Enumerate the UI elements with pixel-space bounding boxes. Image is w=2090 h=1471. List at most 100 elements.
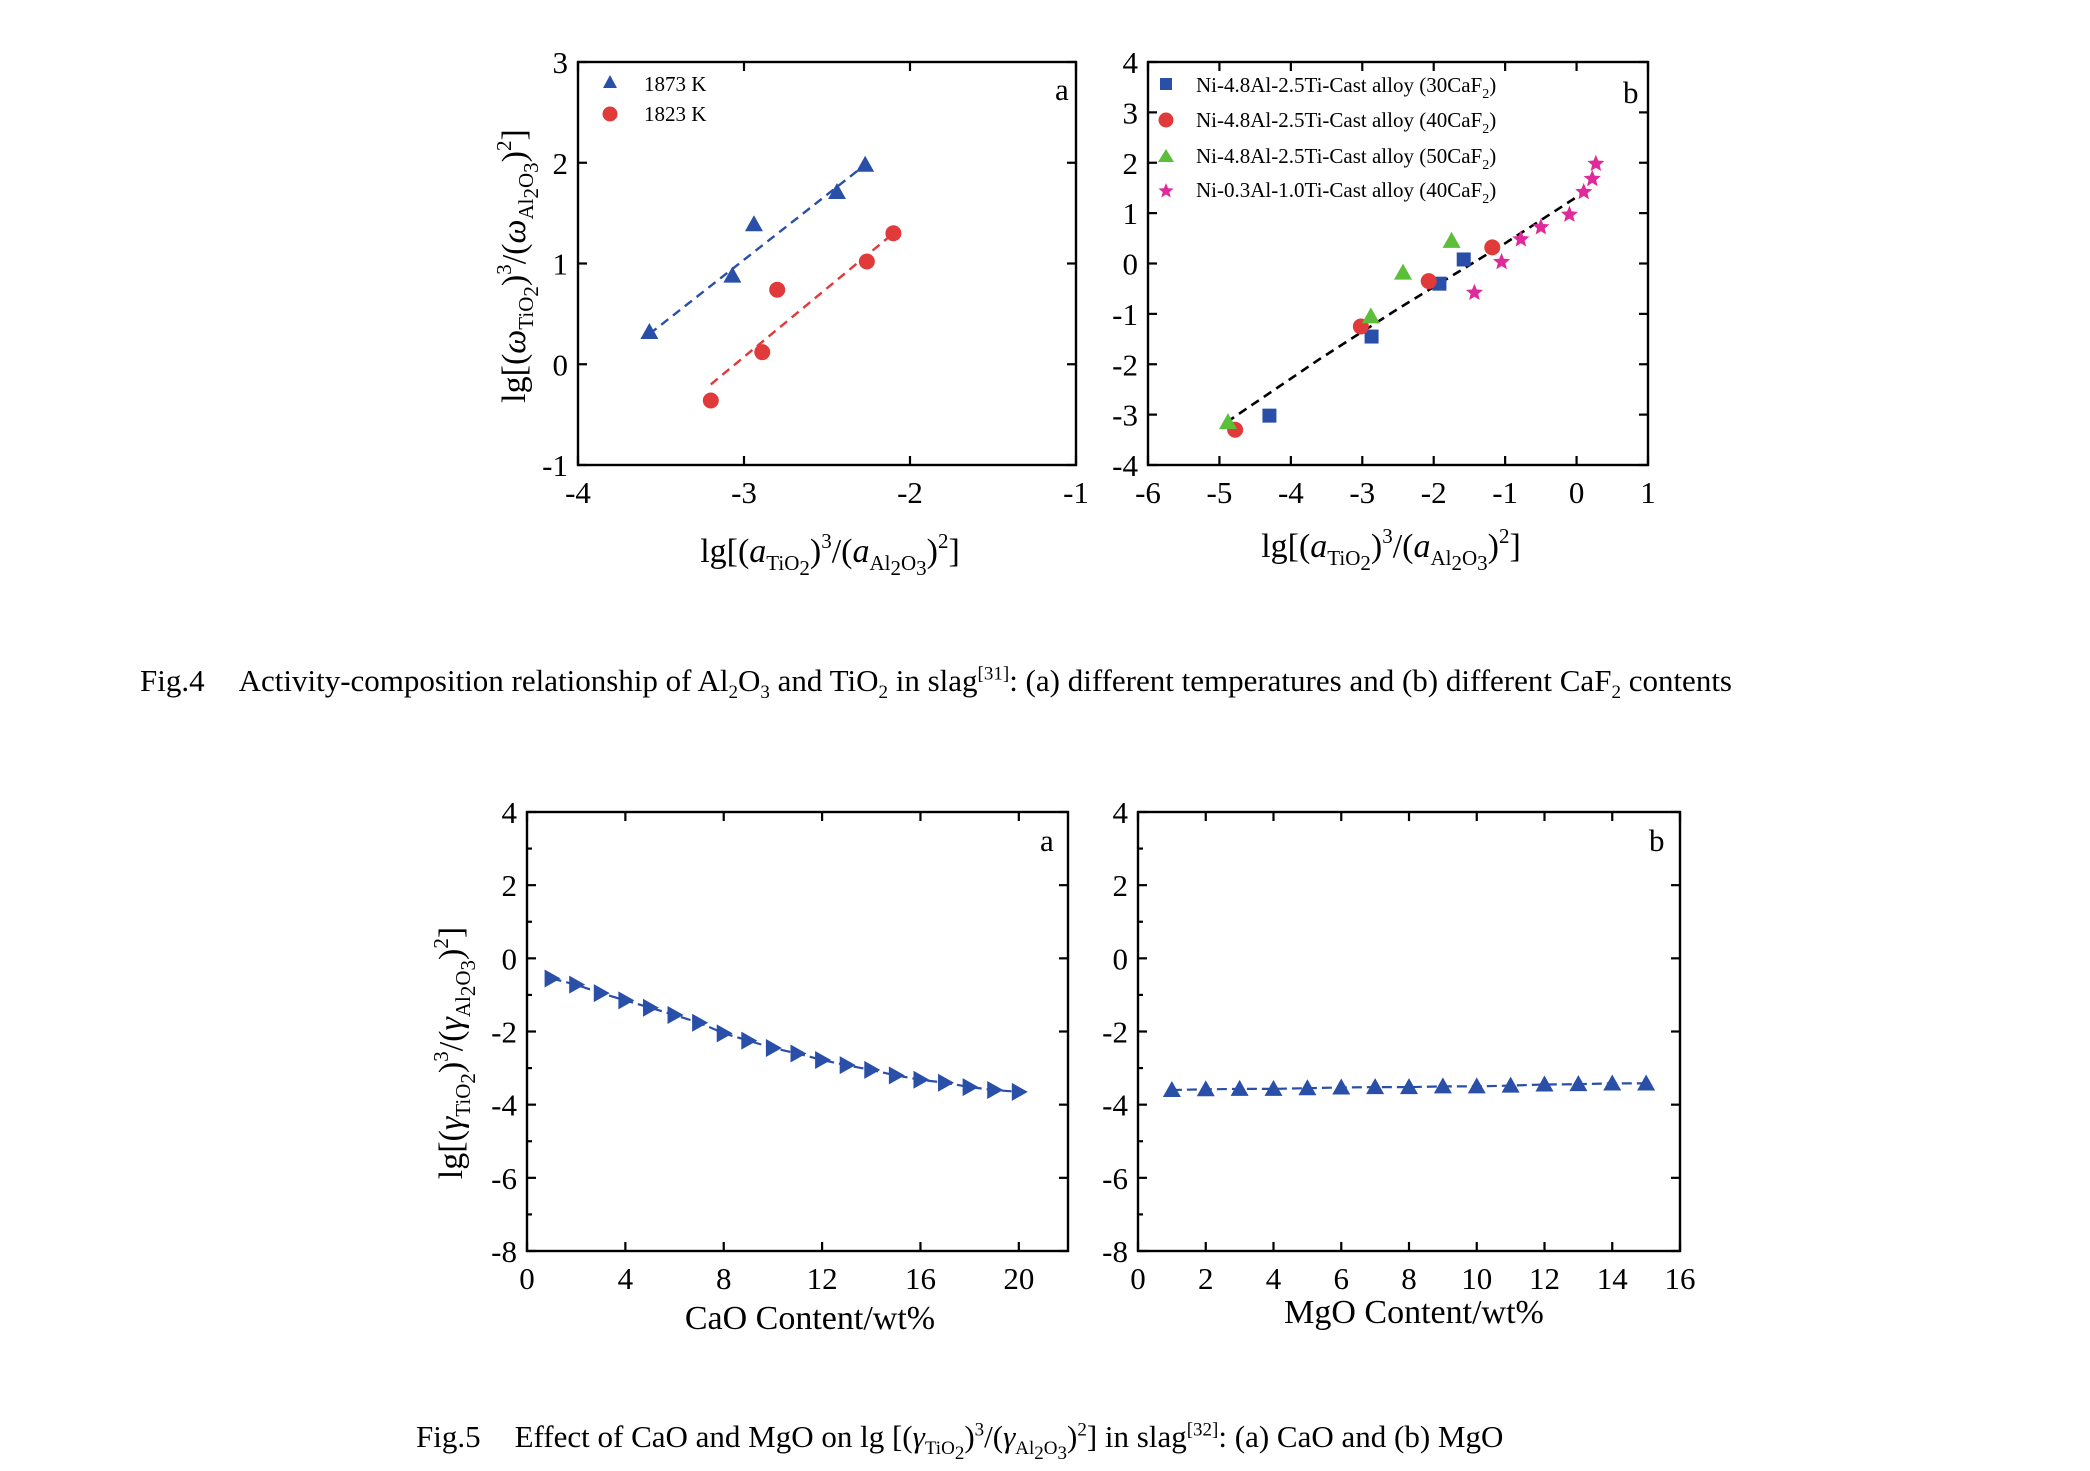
fig5b-y-tick-label: -6	[1102, 1161, 1128, 1196]
fig4b-x-tick-label: -3	[1349, 475, 1375, 510]
fig4a-point-1873k	[640, 323, 659, 340]
fig5a-point	[938, 1073, 955, 1092]
legend-marker-50caf2	[1158, 149, 1174, 162]
fig5b-y-tick-label: 0	[1113, 941, 1129, 976]
fig4a-y-tick-label: -1	[542, 448, 568, 483]
fig5-number: Fig.5	[416, 1419, 481, 1454]
fig4a-plot-area: -4 -3 -2 -1 -1 0 1 2 3	[542, 45, 1089, 510]
fig5b-y-tick-label: 4	[1113, 795, 1129, 830]
fig5b-panel: 0 2 4 6 8 10 12 14 16 -8 -6 -4 -2 0 2 4 b MgO Content/w…	[1102, 795, 1695, 1331]
fig4b-x-tick-label: -1	[1492, 475, 1518, 510]
fig4b-panel: -6 -5 -4 -3 -2 -1 0 1 -4 -3 -2 -1 0 1 2 3 4 b Ni-4.8Al-2…	[1112, 45, 1656, 575]
fig5b-point	[1501, 1076, 1520, 1093]
fig4b-point-ni03al	[1575, 183, 1593, 200]
fig5a-point	[642, 998, 659, 1017]
fig5a-point	[741, 1031, 758, 1050]
fig4a-x-tick-label: -4	[565, 475, 591, 510]
fig5b-x-tick-label: 2	[1198, 1261, 1214, 1296]
fig5a-point	[839, 1056, 856, 1075]
fig4a-x-tick-label: -1	[1063, 475, 1089, 510]
legend-marker-40caf2	[1158, 112, 1174, 128]
fig4b-point-50caf2	[1361, 307, 1380, 324]
legend-label-1873k: 1873 K	[644, 72, 706, 96]
fig4b-point-30caf2	[1364, 329, 1379, 344]
fig5a-point	[888, 1066, 905, 1085]
fig4b-point-ni03al	[1532, 218, 1550, 235]
fig5a-x-tick-label: 8	[716, 1261, 732, 1296]
legend-label-ni03al: Ni-0.3Al-1.0Ti-Cast alloy (40CaF2)	[1196, 178, 1496, 207]
fig4b-y-tick-label: -4	[1112, 448, 1138, 483]
fig4a-panel-label: a	[1055, 72, 1069, 107]
fig4a-point-1873k	[827, 182, 846, 199]
fig5b-plot-area: 0 2 4 6 8 10 12 14 16 -8 -6 -4 -2 0 2 4	[1102, 795, 1695, 1296]
fig5a-x-axis-title: CaO Content/wt%	[685, 1300, 935, 1337]
fig5b-point	[1162, 1081, 1181, 1098]
fig5a-y-tick-label: -6	[491, 1161, 517, 1196]
fig4-reference: [31]	[977, 663, 1010, 685]
fig4b-y-tick-label: -1	[1112, 297, 1138, 332]
legend-label-1823k: 1823 K	[644, 102, 706, 126]
fig5b-x-tick-label: 8	[1401, 1261, 1417, 1296]
fig4a-x-axis-title: lg[(aTiO2)3/(aAl2O3)2]	[700, 529, 960, 580]
fig4b-x-tick-label: -2	[1421, 475, 1447, 510]
fig5b-x-tick-label: 0	[1130, 1261, 1146, 1296]
fig5b-point	[1603, 1074, 1622, 1091]
fig5b-point	[1467, 1077, 1486, 1094]
fig4b-point-50caf2	[1219, 413, 1237, 430]
fig4b-point-30caf2	[1262, 408, 1277, 423]
fig5a-x-tick-label: 20	[1003, 1261, 1034, 1296]
fig5a-point	[618, 991, 635, 1010]
svg-text:lg[(γTiO2)3/(γAl2O3)2]: lg[(γTiO2)3/(γAl2O3)2]	[429, 927, 480, 1179]
fig4b-point-ni03al	[1583, 169, 1601, 187]
legend-marker-30caf2	[1160, 78, 1172, 90]
fig5b-x-tick-label: 4	[1266, 1261, 1282, 1296]
fig5a-y-axis-title: lg[(γTiO2)3/(γAl2O3)2]	[429, 927, 480, 1179]
fig4b-x-tick-label: 0	[1569, 475, 1585, 510]
fig4a-x-tick-label: -3	[731, 475, 757, 510]
fig4a-point-1823k	[702, 392, 719, 409]
fig4a-legend: 1873 K 1823 K	[602, 72, 706, 126]
fig4-number: Fig.4	[140, 663, 205, 698]
fig4b-x-tick-label: -6	[1135, 475, 1161, 510]
fig4b-point-50caf2	[1442, 231, 1461, 248]
fig5a-y-tick-label: -4	[491, 1088, 517, 1123]
fig5b-series-line	[1171, 1082, 1647, 1092]
fig5a-x-tick-label: 0	[519, 1261, 535, 1296]
fig5b-x-tick-label: 14	[1597, 1261, 1629, 1296]
fig4a-fit-line-1873k	[648, 163, 866, 335]
fig4a-point-1823k	[858, 253, 875, 270]
fig4b-point-40caf2	[1420, 273, 1437, 290]
fig5a-point	[790, 1044, 807, 1063]
fig4b-panel-label: b	[1623, 75, 1639, 110]
fig4b-point-ni03al	[1560, 205, 1578, 222]
fig5a-y-tick-label: -2	[491, 1015, 517, 1050]
fig4b-point-ni03al	[1587, 154, 1605, 171]
fig5b-point	[1196, 1080, 1215, 1097]
fig5a-x-tick-label: 12	[807, 1261, 838, 1296]
legend-label-50caf2: Ni-4.8Al-2.5Ti-Cast alloy (50CaF2)	[1196, 144, 1496, 173]
fig4a-point-1823k	[885, 225, 902, 242]
fig5b-point	[1400, 1078, 1418, 1095]
fig5b-point	[1637, 1074, 1656, 1091]
fig5a-y-tick-label: 4	[502, 795, 518, 830]
fig5a-point	[765, 1038, 782, 1057]
fig4b-point-ni03al	[1493, 253, 1511, 270]
fig5b-y-tick-label: -2	[1102, 1015, 1128, 1050]
fig5b-y-tick-label: -8	[1102, 1234, 1128, 1269]
fig5a-point	[913, 1070, 930, 1089]
fig5a-point	[667, 1006, 684, 1025]
fig5a-panel-label: a	[1040, 823, 1054, 858]
fig4b-plot-area: -6 -5 -4 -3 -2 -1 0 1 -4 -3 -2 -1 0 1 2 3 4	[1112, 45, 1656, 510]
fig5b-y-tick-label: -4	[1102, 1088, 1128, 1123]
fig4b-y-tick-label: -2	[1112, 347, 1138, 382]
fig5a-panel: 0 4 8 12 16 20 -8 -6 -4 -2 0 2 4 a CaO Content/wt% l…	[429, 795, 1070, 1337]
fig5a-point	[593, 984, 610, 1003]
fig5a-point	[864, 1060, 881, 1079]
fig4b-x-tick-label: 1	[1640, 475, 1656, 510]
fig4b-legend: Ni-4.8Al-2.5Ti-Cast alloy (30CaF2) Ni-4.…	[1158, 73, 1496, 207]
fig5a-x-tick-label: 16	[905, 1261, 936, 1296]
fig4b-point-50caf2	[1394, 263, 1412, 280]
fig4b-x-tick-label: -4	[1278, 475, 1304, 510]
fig4-caption: Fig.4 Activity-composition relationship o…	[140, 663, 1732, 704]
